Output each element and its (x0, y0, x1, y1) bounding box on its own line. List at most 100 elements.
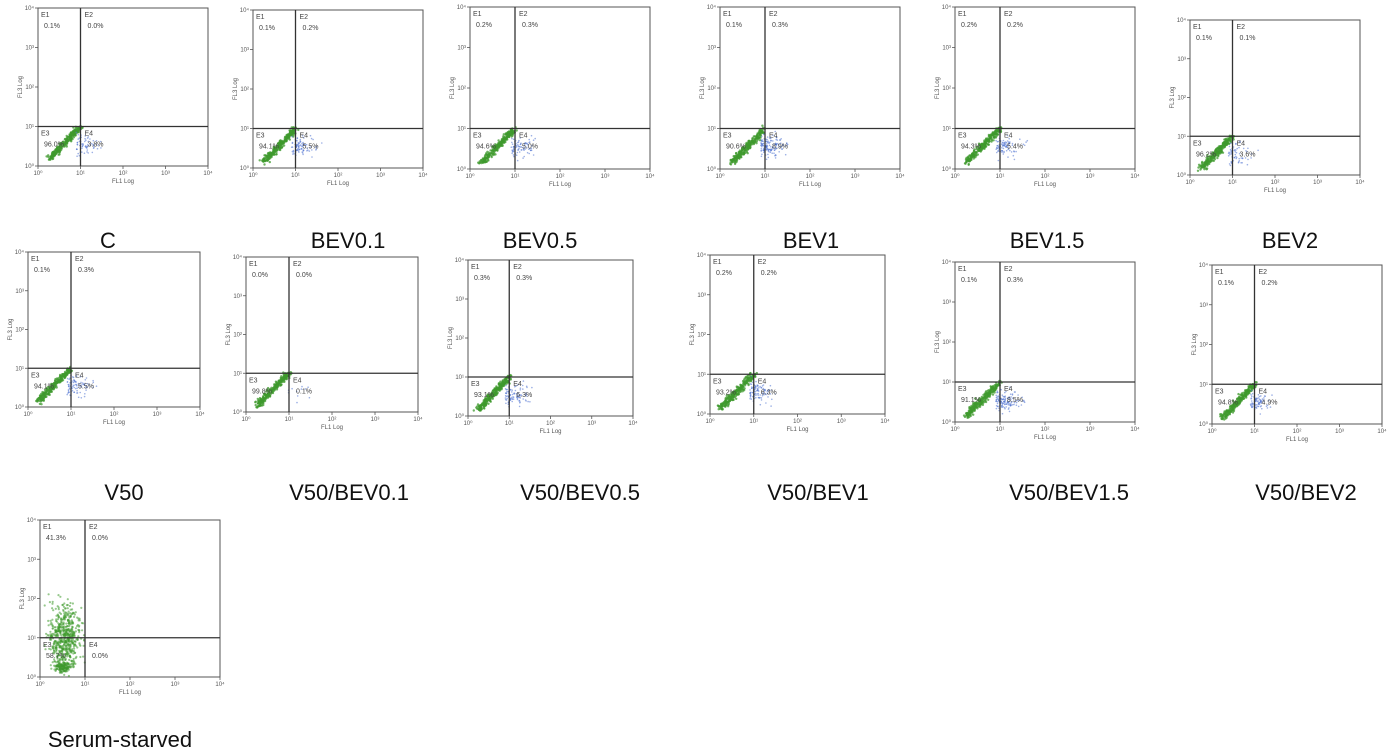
x-tick-label: 10² (1041, 427, 1050, 433)
x-axis-label: FL1 Log (1286, 437, 1308, 443)
x-tick-label: 10¹ (1228, 180, 1237, 186)
y-tick-label: 10⁴ (1177, 17, 1187, 24)
x-axis-label: FL1 Log (119, 690, 141, 696)
y-axis-label: FL3 Log (233, 78, 239, 100)
panel-caption: V50/BEV1 (767, 480, 869, 505)
quadrant-percent: 58.7% (46, 653, 66, 660)
y-tick-label: 10³ (942, 300, 951, 306)
y-tick-label: 10² (27, 597, 36, 603)
y-tick-label: 10² (15, 328, 24, 334)
quadrant-percent: 93.1% (474, 392, 494, 399)
x-tick-label: 10³ (1335, 429, 1344, 435)
x-tick-label: 10¹ (761, 174, 770, 180)
quadrant-label: E3 (1193, 140, 1202, 147)
quadrant-percent: 94.8% (1218, 399, 1238, 406)
event-points (43, 593, 86, 678)
event-points (35, 365, 98, 406)
quadrant-percent: 5.5% (78, 383, 94, 390)
quadrant-percent: 5.0% (522, 144, 538, 151)
x-tick-label: 10⁰ (1207, 428, 1217, 435)
quadrant-percent: 91.1% (961, 397, 981, 404)
x-tick-label: 10⁴ (413, 416, 423, 423)
cytometry-plot: E1 0.3% E2 0.3% E3 93.1% E4 6.3% 10⁰ 10¹ 10² 10³ 10⁴… (448, 257, 638, 435)
x-axis-label: FL1 Log (539, 429, 561, 435)
quadrant-label: E1 (723, 11, 732, 18)
quadrant-label: E2 (89, 524, 98, 531)
x-tick-label: 10¹ (76, 171, 85, 177)
quadrant-label: E2 (519, 11, 528, 18)
cytometry-plot: E1 0.2% E2 0.3% E3 94.6% E4 5.0% 10⁰ 10¹ 10² 10³ 10⁴… (450, 4, 655, 188)
quadrant-percent: 6.3% (516, 392, 532, 399)
y-tick-label: 10¹ (457, 127, 466, 133)
quadrant-label: E1 (249, 261, 258, 268)
y-tick-label: 10¹ (1199, 382, 1208, 388)
y-tick-label: 10³ (1199, 303, 1208, 309)
quadrant-percent: 94.6% (476, 144, 496, 151)
y-axis-label: FL3 Log (700, 77, 706, 99)
quadrant-percent: 0.2% (716, 270, 732, 277)
y-tick-label: 10² (240, 87, 249, 93)
quadrant-percent: 0.3% (78, 267, 94, 274)
x-tick-label: 10⁰ (950, 173, 960, 180)
cytometry-plot: E1 0.1% E2 0.3% E3 90.6% E4 8.9% 10⁰ 10¹ 10² 10³ 10⁴… (700, 4, 905, 188)
quadrant-label: E2 (769, 11, 778, 18)
panel-caption: V50/BEV0.5 (520, 480, 640, 505)
panel-caption: C (100, 228, 116, 253)
y-tick-label: 10¹ (697, 372, 706, 378)
panel-caption: BEV0.1 (310, 228, 386, 253)
cytometry-panel: E1 0.1% E2 0.1% E3 96.2% E4 3.6% 10⁰ 10¹ 10² 10³ 10⁴… (1170, 17, 1365, 194)
quadrant-label: E1 (1193, 24, 1202, 31)
quadrant-percent: 0.2% (1262, 280, 1278, 287)
x-tick-label: 10³ (371, 417, 380, 423)
panel-caption: BEV1.5 (1009, 228, 1085, 253)
quadrant-label: E4 (85, 131, 94, 138)
y-tick-label: 10² (697, 333, 706, 339)
quadrant-label: E3 (471, 381, 480, 388)
y-tick-label: 10⁴ (942, 259, 952, 266)
quadrant-percent: 94.1% (259, 144, 279, 151)
y-tick-label: 10¹ (27, 636, 36, 642)
panel-caption: Serum-starved (47, 727, 193, 752)
x-tick-label: 10³ (171, 682, 180, 688)
x-axis-label: FL1 Log (321, 425, 343, 431)
quadrant-label: E1 (256, 14, 265, 21)
quadrant-percent: 0.1% (296, 388, 312, 395)
y-tick-label: 10³ (27, 557, 36, 563)
x-axis-label: FL1 Log (1034, 435, 1056, 441)
x-tick-label: 10⁰ (241, 416, 251, 423)
quadrant-label: E4 (513, 381, 522, 388)
x-tick-label: 10² (334, 173, 343, 179)
quadrant-label: E3 (256, 133, 265, 140)
y-tick-label: 10³ (233, 294, 242, 300)
y-tick-label: 10³ (15, 289, 24, 295)
x-tick-label: 10⁴ (195, 411, 205, 418)
y-tick-label: 10³ (1177, 57, 1186, 63)
quadrant-percent: 0.2% (761, 270, 777, 277)
x-tick-label: 10³ (601, 174, 610, 180)
quadrant-label: E1 (473, 11, 482, 18)
y-tick-label: 10³ (942, 46, 951, 52)
quadrant-percent: 0.3% (522, 22, 538, 29)
y-tick-label: 10¹ (233, 371, 242, 377)
y-axis-label: FL3 Log (448, 327, 454, 349)
x-axis-label: FL1 Log (549, 182, 571, 188)
y-tick-label: 10³ (240, 48, 249, 54)
x-tick-label: 10³ (161, 171, 170, 177)
event-points (1219, 381, 1273, 421)
x-tick-label: 10² (546, 421, 555, 427)
quadrant-percent: 8.5% (1007, 397, 1023, 404)
quadrant-label: E1 (958, 11, 967, 18)
cytometry-panel: E1 0.1% E2 0.3% E3 90.6% E4 8.9% 10⁰ 10¹ 10² 10³ 10⁴… (700, 4, 905, 188)
quadrant-percent: 0.0% (88, 23, 104, 30)
event-points (716, 371, 777, 411)
quadrant-label: E1 (43, 524, 52, 531)
quadrant-label: E4 (75, 372, 84, 379)
y-tick-label: 10⁴ (233, 254, 243, 261)
y-tick-label: 10⁰ (1199, 421, 1209, 428)
event-points (258, 126, 323, 166)
x-tick-label: 10⁰ (950, 426, 960, 433)
cytometry-panel: E1 0.3% E2 0.3% E3 93.1% E4 6.3% 10⁰ 10¹ 10² 10³ 10⁴… (448, 257, 638, 435)
x-tick-label: 10⁴ (628, 420, 638, 427)
x-tick-label: 10² (1271, 180, 1280, 186)
cytometry-panel: E1 0.1% E2 0.3% E3 91.1% E4 8.5% 10⁰ 10¹ 10² 10³ 10⁴… (935, 259, 1140, 441)
